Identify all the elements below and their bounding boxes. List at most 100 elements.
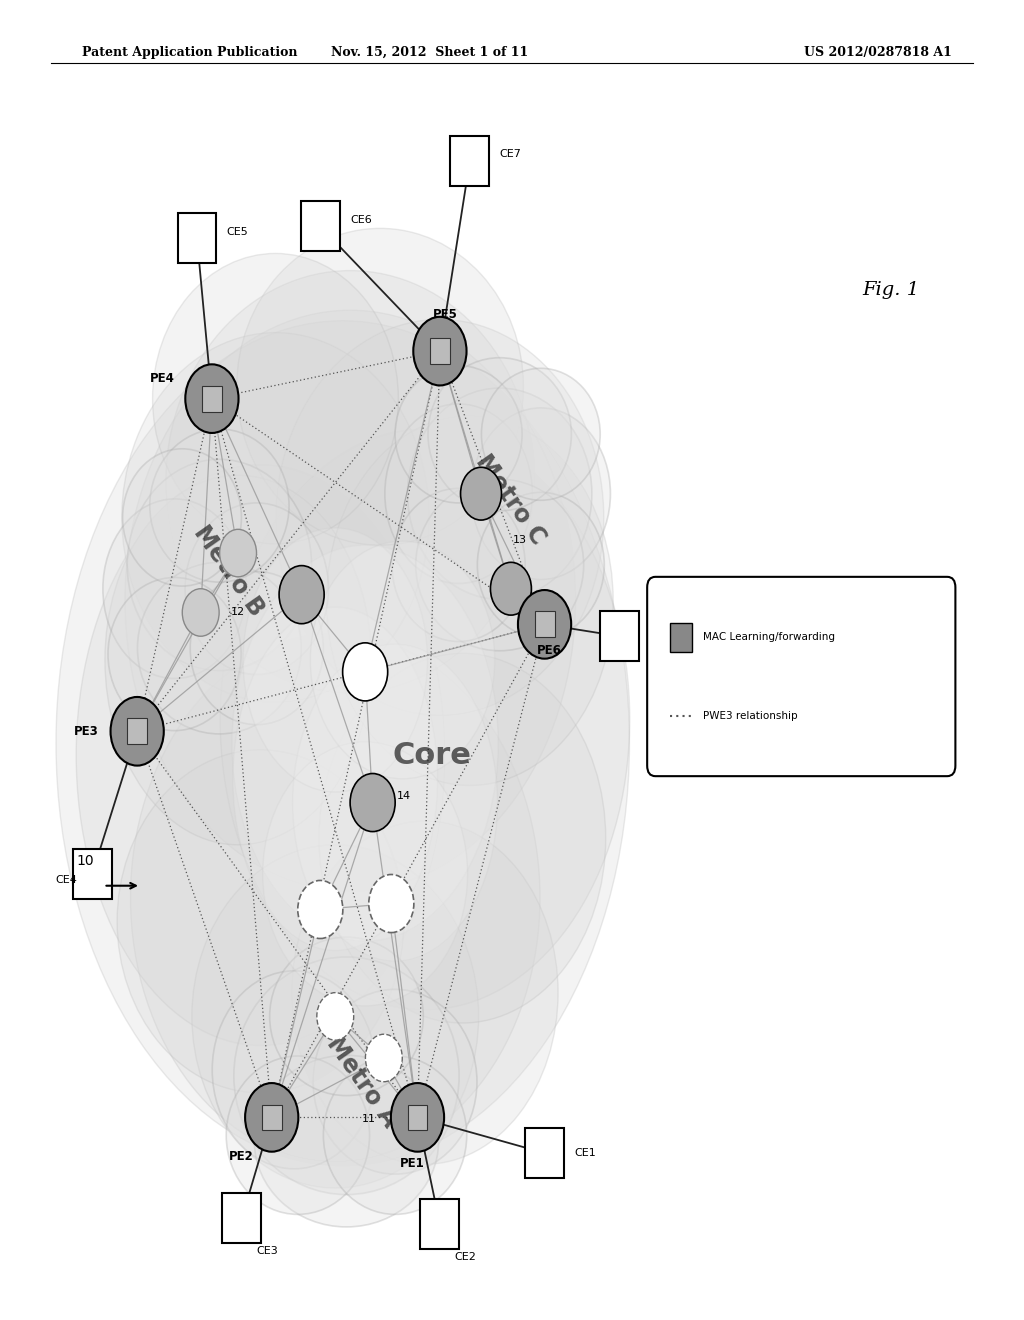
Ellipse shape [127,459,311,671]
Circle shape [414,317,467,385]
Ellipse shape [232,545,499,941]
Ellipse shape [233,957,459,1195]
Circle shape [343,643,388,701]
Circle shape [245,1082,298,1151]
Text: PWE3 relationship: PWE3 relationship [703,710,798,721]
FancyBboxPatch shape [525,1127,564,1177]
FancyBboxPatch shape [177,214,216,263]
Ellipse shape [226,1056,370,1214]
Ellipse shape [319,653,606,1023]
Text: CE4: CE4 [55,875,78,886]
Circle shape [369,874,414,932]
Text: CE5: CE5 [226,227,249,236]
Ellipse shape [104,475,371,845]
Ellipse shape [254,1055,438,1228]
FancyBboxPatch shape [202,385,222,412]
Ellipse shape [102,499,246,678]
FancyBboxPatch shape [73,849,112,899]
Ellipse shape [108,578,241,730]
Circle shape [185,364,239,433]
Circle shape [316,993,353,1040]
Ellipse shape [232,607,437,950]
Text: Patent Application Publication: Patent Application Publication [82,46,297,59]
Text: CE8: CE8 [649,631,671,642]
Text: 10: 10 [76,854,94,869]
Text: Metro A: Metro A [322,1032,401,1131]
Ellipse shape [408,388,592,599]
Text: Metro B: Metro B [189,521,269,620]
FancyBboxPatch shape [451,136,489,186]
Circle shape [391,1082,444,1151]
FancyBboxPatch shape [408,1105,427,1130]
Text: CE1: CE1 [574,1148,596,1158]
FancyBboxPatch shape [535,611,555,638]
FancyBboxPatch shape [222,1193,261,1243]
Ellipse shape [166,271,535,693]
Circle shape [366,1035,402,1081]
Text: CE7: CE7 [500,149,521,160]
Ellipse shape [185,503,329,675]
Circle shape [490,562,531,615]
Ellipse shape [416,479,584,651]
FancyBboxPatch shape [262,1105,282,1130]
FancyBboxPatch shape [430,338,450,364]
Ellipse shape [385,404,532,583]
Text: PE2: PE2 [228,1151,253,1163]
Ellipse shape [428,358,571,511]
Circle shape [350,774,395,832]
Ellipse shape [150,429,289,582]
Ellipse shape [237,228,523,545]
Text: 14: 14 [397,791,412,801]
Text: PE3: PE3 [74,725,98,738]
Ellipse shape [220,429,630,1010]
Ellipse shape [130,634,540,1162]
Ellipse shape [122,333,429,702]
Ellipse shape [481,368,600,500]
Text: Nov. 15, 2012  Sheet 1 of 11: Nov. 15, 2012 Sheet 1 of 11 [332,46,528,59]
Ellipse shape [190,572,324,725]
Circle shape [182,589,219,636]
Ellipse shape [123,449,242,586]
Ellipse shape [293,644,498,961]
Ellipse shape [56,321,630,1166]
Text: Metro C: Metro C [471,450,551,549]
Ellipse shape [292,821,558,1164]
Circle shape [298,880,343,939]
Ellipse shape [276,319,604,715]
Text: CE6: CE6 [350,215,372,224]
Ellipse shape [477,492,604,638]
Ellipse shape [117,750,403,1093]
FancyBboxPatch shape [127,718,147,744]
Text: CE3: CE3 [256,1246,278,1257]
Ellipse shape [243,528,427,792]
Text: Fig. 1: Fig. 1 [862,281,920,300]
Ellipse shape [191,845,478,1188]
Text: US 2012/0287818 A1: US 2012/0287818 A1 [805,46,952,59]
FancyBboxPatch shape [421,1199,460,1249]
Ellipse shape [313,990,477,1175]
Text: PE4: PE4 [151,372,175,385]
Ellipse shape [137,562,301,734]
FancyBboxPatch shape [600,611,639,661]
Ellipse shape [76,465,444,1045]
Text: PE6: PE6 [538,644,562,657]
Ellipse shape [125,310,575,891]
Ellipse shape [310,541,495,779]
Ellipse shape [324,1056,467,1214]
Text: MAC Learning/forwarding: MAC Learning/forwarding [703,632,836,643]
Circle shape [518,590,571,659]
Ellipse shape [263,742,468,1006]
Circle shape [219,529,256,577]
Text: 13: 13 [513,536,527,545]
Text: CE2: CE2 [455,1253,476,1262]
Text: 12: 12 [230,606,245,616]
Ellipse shape [153,253,398,544]
Text: 11: 11 [361,1114,376,1123]
Text: Core: Core [393,741,472,770]
Text: PE1: PE1 [400,1158,425,1170]
Circle shape [280,565,325,623]
Circle shape [461,467,502,520]
Ellipse shape [269,937,423,1096]
Ellipse shape [327,416,613,785]
Text: PE5: PE5 [432,308,458,321]
